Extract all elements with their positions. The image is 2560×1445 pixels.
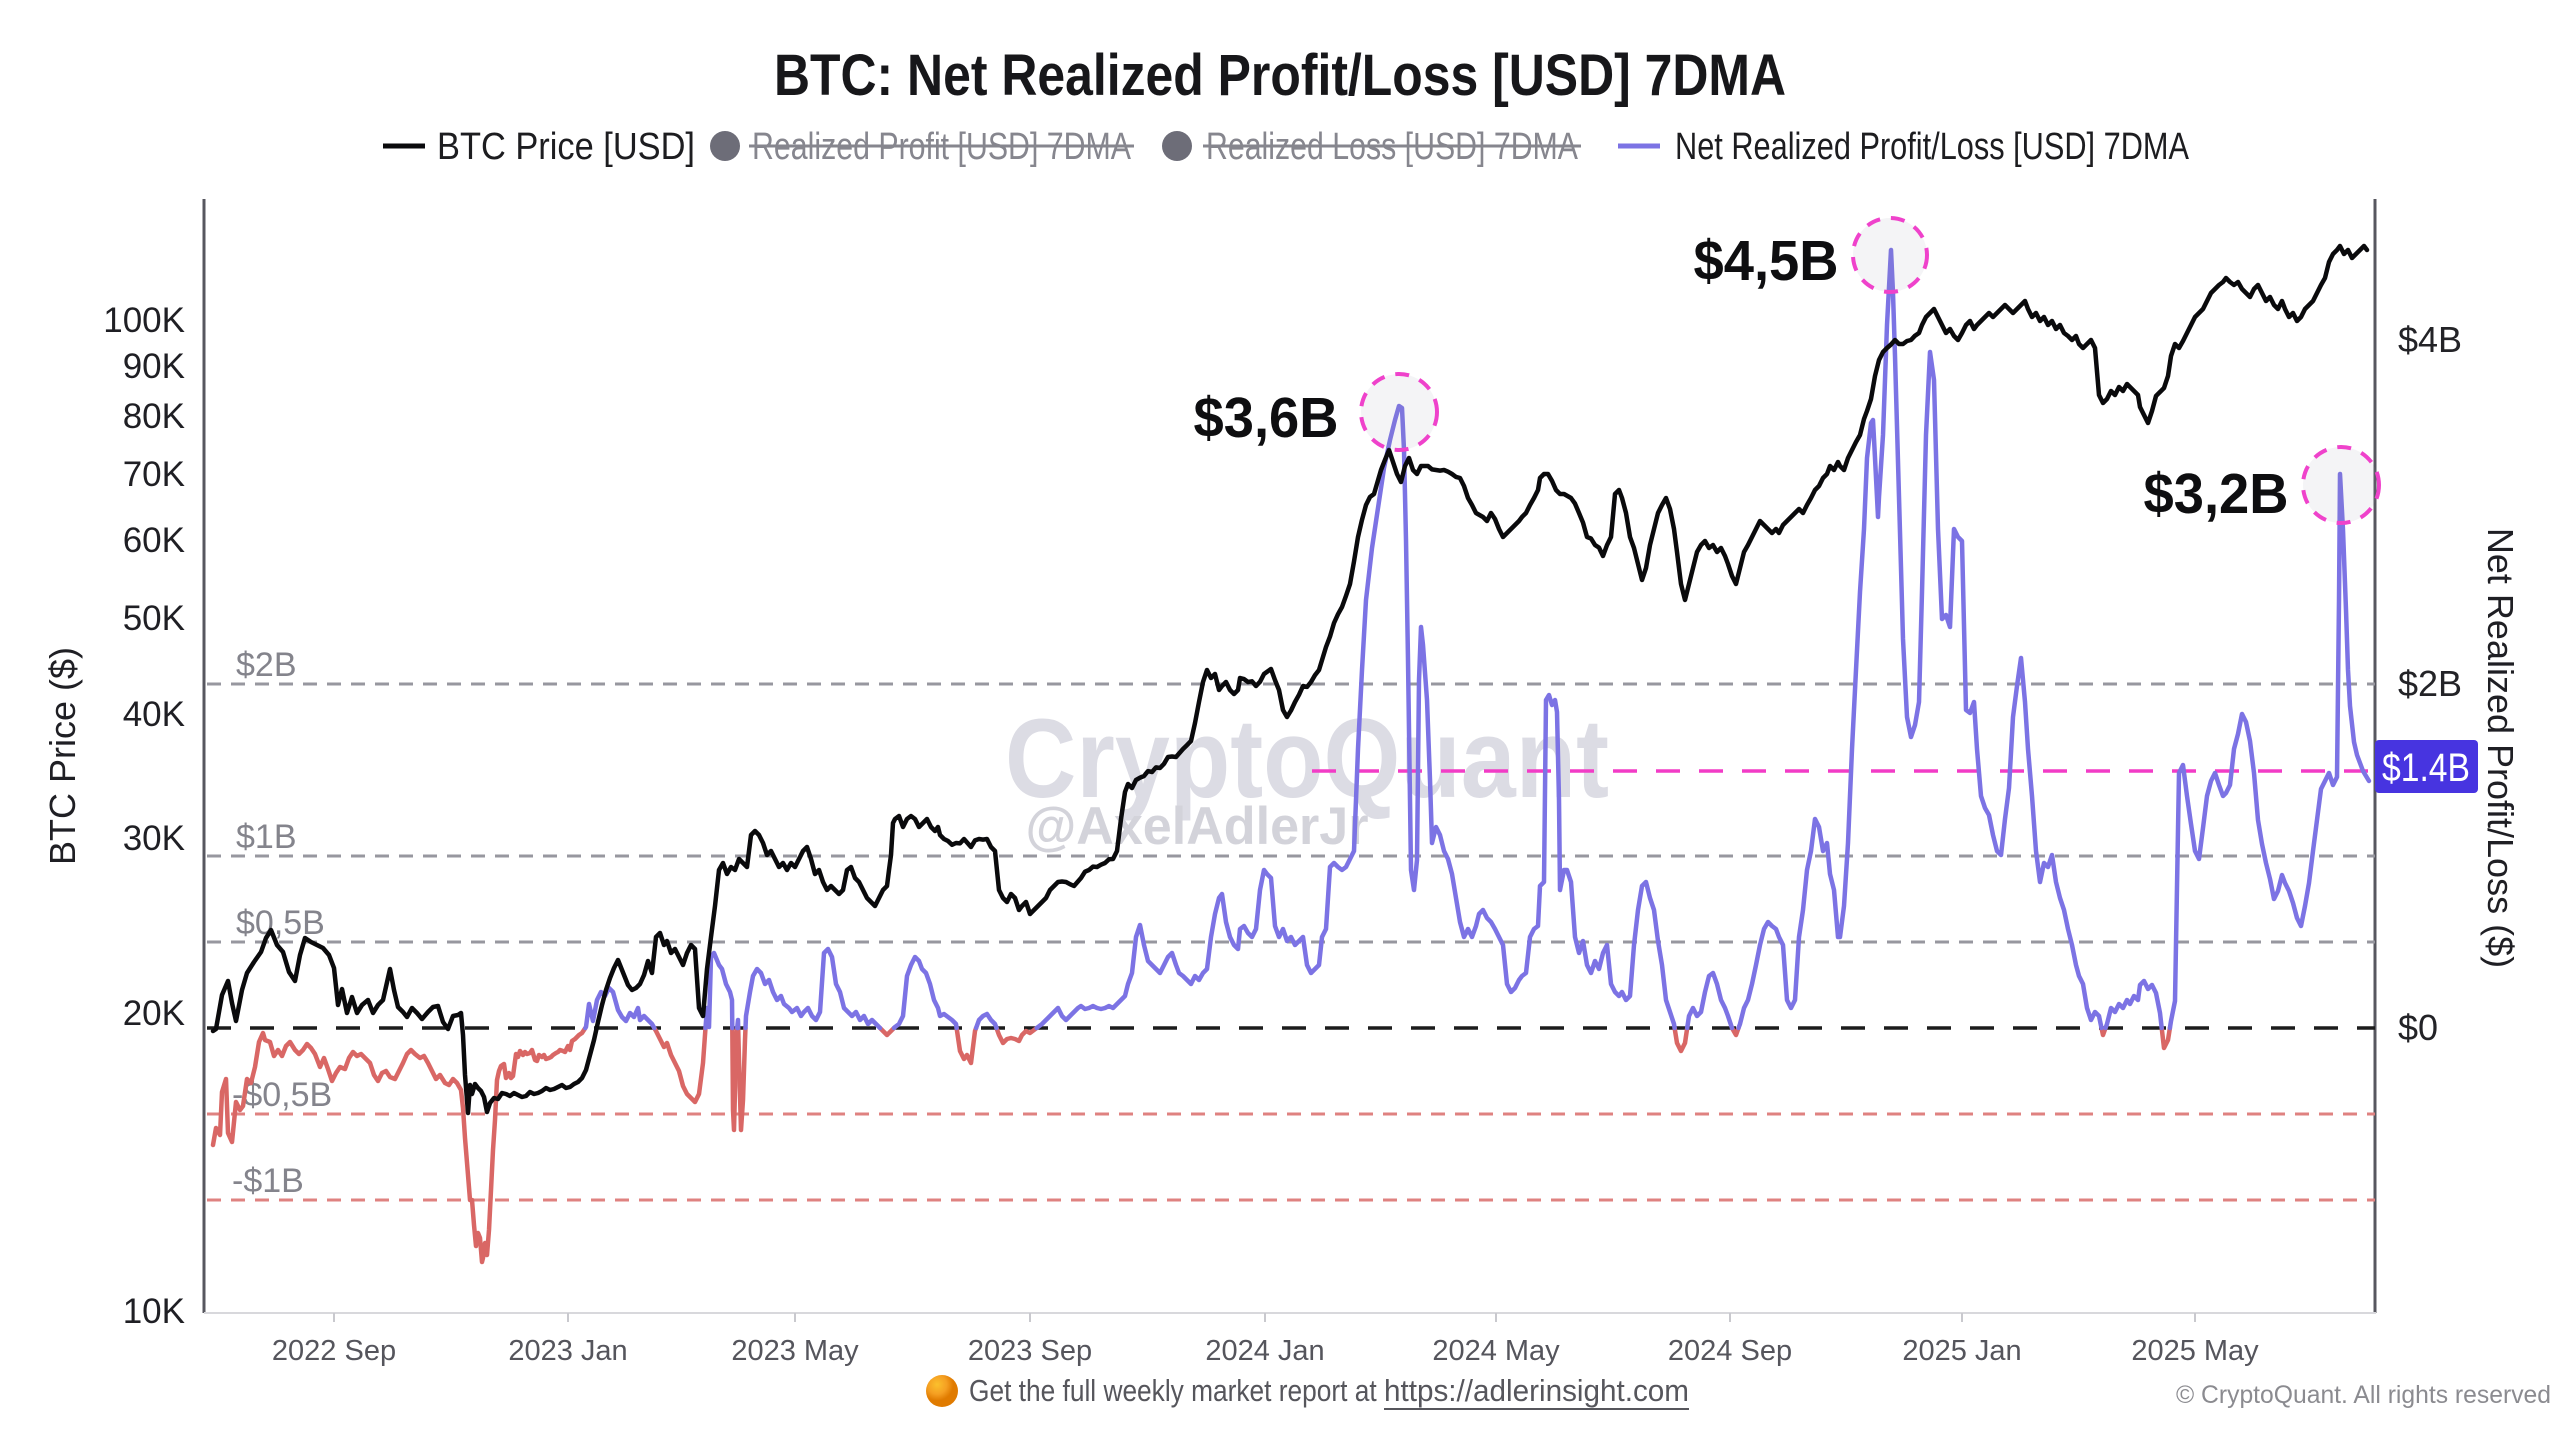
svg-text:10K: 10K [123, 1292, 185, 1331]
svg-text:70K: 70K [123, 455, 185, 494]
svg-text:50K: 50K [123, 599, 185, 638]
svg-text:40K: 40K [123, 695, 185, 734]
svg-text:2023 May: 2023 May [731, 1335, 859, 1367]
svg-text:2024 Sep: 2024 Sep [1668, 1335, 1792, 1367]
svg-text:$2B: $2B [236, 646, 297, 684]
svg-text:60K: 60K [123, 521, 185, 560]
svg-text:2025 May: 2025 May [2131, 1335, 2259, 1367]
svg-text:$4B: $4B [2398, 319, 2462, 360]
svg-text:BTC: Net Realized Profit/Loss: BTC: Net Realized Profit/Loss [USD] 7DMA [774, 43, 1786, 108]
svg-text:2023 Jan: 2023 Jan [508, 1335, 627, 1367]
svg-text:$4,5B: $4,5B [1694, 229, 1839, 293]
svg-text:2024 Jan: 2024 Jan [1205, 1335, 1324, 1367]
svg-text:100K: 100K [103, 301, 185, 340]
svg-text:2024 May: 2024 May [1432, 1335, 1560, 1367]
svg-text:20K: 20K [123, 994, 185, 1033]
svg-text:Net Realized Profit/Loss [USD]: Net Realized Profit/Loss [USD] 7DMA [1675, 126, 2190, 168]
svg-text:BTC Price [USD]: BTC Price [USD] [437, 126, 695, 168]
svg-text:© CryptoQuant. All rights rese: © CryptoQuant. All rights reserved [2176, 1381, 2551, 1409]
svg-text:$3,6B: $3,6B [1194, 386, 1339, 450]
svg-text:2025 Jan: 2025 Jan [1902, 1335, 2021, 1367]
svg-text:$3,2B: $3,2B [2144, 462, 2289, 526]
svg-text:$1.4B: $1.4B [2382, 746, 2470, 790]
svg-text:$0,5B: $0,5B [236, 904, 325, 942]
svg-text:90K: 90K [123, 347, 185, 386]
svg-text:Get the full weekly market rep: Get the full weekly market report at htt… [969, 1373, 1689, 1408]
svg-text:$0: $0 [2398, 1007, 2438, 1048]
svg-text:CryptoQuant: CryptoQuant [1005, 696, 1609, 821]
svg-text:BTC Price ($): BTC Price ($) [42, 647, 83, 865]
svg-text:2022 Sep: 2022 Sep [272, 1335, 396, 1367]
svg-text:$2B: $2B [2398, 663, 2462, 704]
svg-text:80K: 80K [123, 397, 185, 436]
svg-text:@AxelAdlerJr: @AxelAdlerJr [1026, 797, 1369, 856]
svg-text:-$1B: -$1B [232, 1162, 304, 1200]
svg-text:Net Realized Profit/Loss ($): Net Realized Profit/Loss ($) [2480, 528, 2521, 968]
svg-text:2023 Sep: 2023 Sep [968, 1335, 1092, 1367]
svg-text:$1B: $1B [236, 818, 297, 856]
svg-text:30K: 30K [123, 819, 185, 858]
